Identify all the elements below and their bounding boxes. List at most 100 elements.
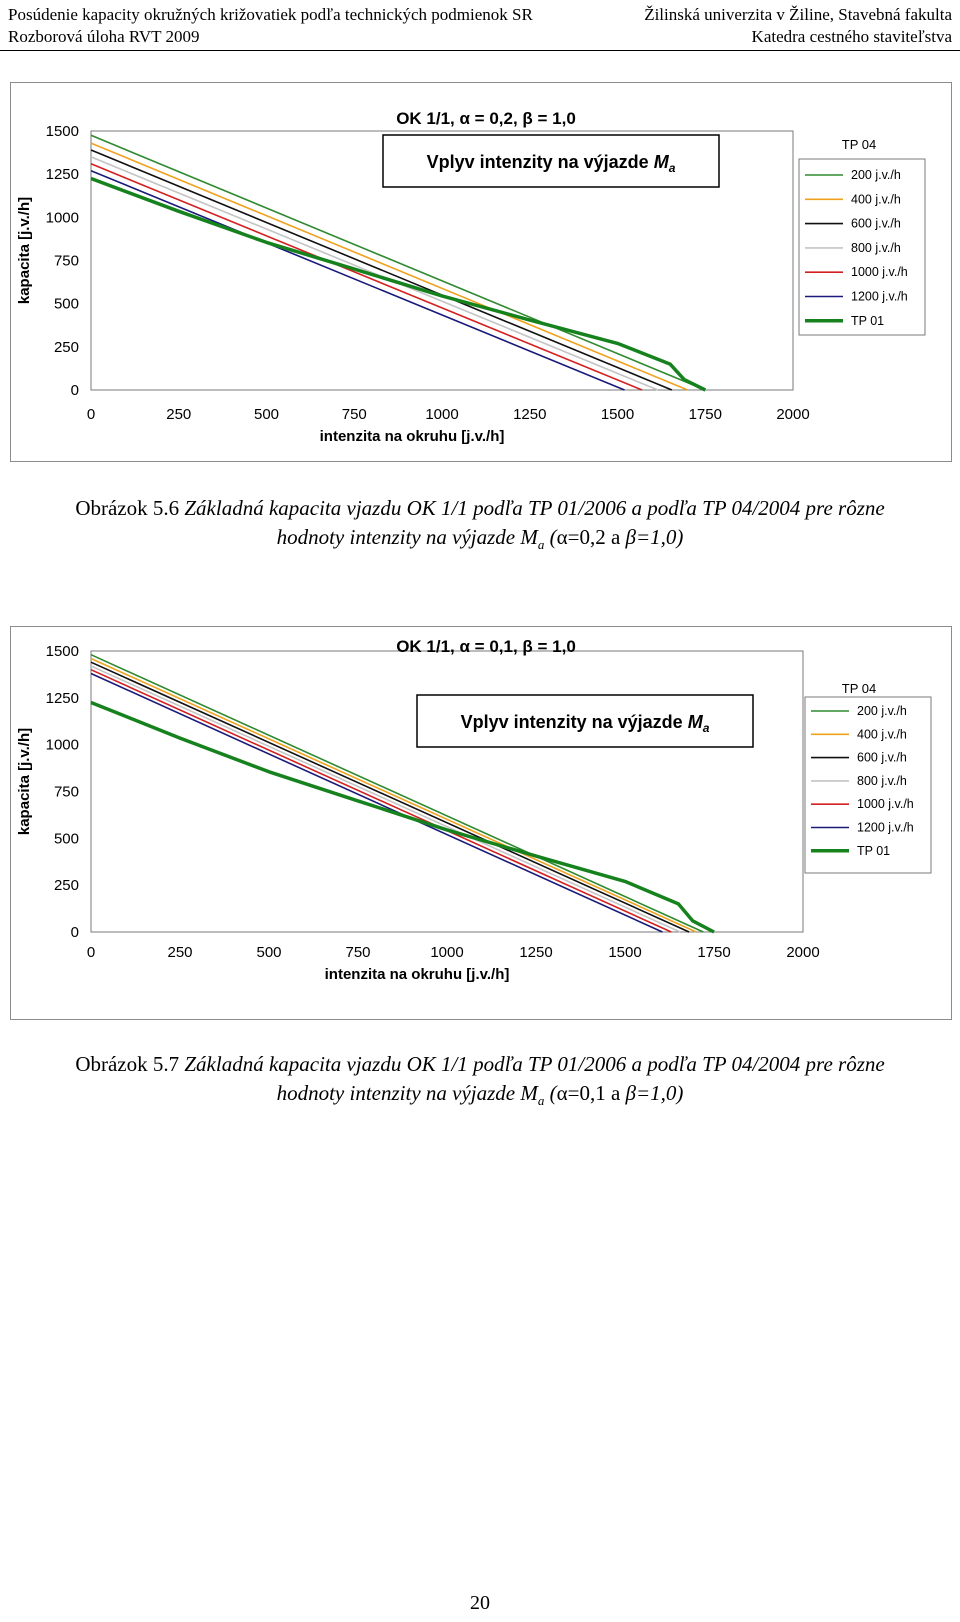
legend-entry: 600 j.v./h <box>857 751 907 765</box>
header-department: Katedra cestného staviteľstva <box>751 27 952 46</box>
y-tick-label: 250 <box>54 339 79 356</box>
x-tick-label: 1250 <box>519 944 552 961</box>
series-line <box>90 169 625 391</box>
caption-2-tail: β=1,0) <box>625 1081 684 1105</box>
legend-entry: 200 j.v./h <box>857 704 907 718</box>
caption-2-sub: a <box>537 1093 545 1109</box>
caption-1-params: α=0,2 a <box>556 525 626 549</box>
caption-1-open: ( <box>544 525 557 549</box>
chart-1-svg: 0 250 500 750 1000 1250 1500 0 250 500 750 1000 1250… <box>16 109 926 445</box>
caption-2-label: Obrázok 5.7 <box>75 1052 180 1076</box>
legend-entry: 1000 j.v./h <box>851 265 908 279</box>
figure-chart-1: 0 250 500 750 1000 1250 1500 0 250 500 750 1000 1250… <box>10 82 952 462</box>
header-task-name: Rozborová úloha RVT 2009 <box>8 27 200 46</box>
page-header-left: Posúdenie kapacity okružných križovatiek… <box>8 4 533 48</box>
legend-entry: 1200 j.v./h <box>851 290 908 304</box>
y-tick-label: 750 <box>54 253 79 270</box>
series-line <box>90 672 663 933</box>
x-tick-label: 750 <box>342 406 367 423</box>
legend-title: TP 04 <box>842 681 876 696</box>
legend-entry: 1200 j.v./h <box>857 821 914 835</box>
y-tick-label: 0 <box>71 382 79 399</box>
series-line <box>90 163 643 391</box>
x-tick-label: 250 <box>166 406 191 423</box>
y-tick-label: 1000 <box>46 737 79 754</box>
header-university: Žilinská univerzita v Žiline, Stavebná f… <box>644 5 952 24</box>
x-axis-label: intenzita na okruhu [j.v./h] <box>325 966 510 983</box>
chart-subtitle: Vplyv intenzity na výjazde Ma <box>461 712 710 735</box>
x-tick-label: 1750 <box>697 944 730 961</box>
series-line <box>90 657 697 933</box>
caption-1-label: Obrázok 5.6 <box>75 496 180 520</box>
x-tick-label: 1500 <box>608 944 641 961</box>
legend-entry: 400 j.v./h <box>857 727 907 741</box>
y-tick-label: 1500 <box>46 643 79 660</box>
chart-subtitle: Vplyv intenzity na výjazde Ma <box>427 152 676 175</box>
legend-entry: 600 j.v./h <box>851 217 901 231</box>
x-axis-label: intenzita na okruhu [j.v./h] <box>320 428 505 445</box>
caption-2-open: ( <box>544 1081 557 1105</box>
chart-title: OK 1/1, α = 0,2, β = 1,0 <box>396 109 576 128</box>
caption-2-params: α=0,1 a <box>556 1081 626 1105</box>
caption-1-text: Základná kapacita vjazdu OK 1/1 podľa TP… <box>179 496 885 520</box>
y-tick-label: 1000 <box>46 209 79 226</box>
header-document-title: Posúdenie kapacity okružných križovatiek… <box>8 5 533 24</box>
legend-entry: 1000 j.v./h <box>857 797 914 811</box>
y-tick-label: 500 <box>54 830 79 847</box>
series-line <box>90 665 681 933</box>
y-axis-label: kapacita [j.v./h] <box>16 728 33 835</box>
y-tick-label: 1250 <box>46 690 79 707</box>
chart-2-svg: 0 250 500 750 1000 1250 1500 0 250 500 750 1000 1250… <box>16 637 932 983</box>
x-tick-label: 250 <box>167 944 192 961</box>
x-tick-label: 0 <box>87 944 95 961</box>
y-tick-label: 750 <box>54 784 79 801</box>
chart-title: OK 1/1, α = 0,1, β = 1,0 <box>396 637 576 656</box>
legend-box <box>804 696 932 874</box>
x-tick-label: 2000 <box>776 406 809 423</box>
series-line <box>90 176 707 392</box>
legend-entry: 800 j.v./h <box>857 774 907 788</box>
legend-entry: TP 01 <box>851 314 884 328</box>
series-line <box>90 134 706 391</box>
legend-entry: 800 j.v./h <box>851 241 901 255</box>
legend-entry: TP 01 <box>857 844 890 858</box>
header-divider <box>0 50 960 51</box>
page-header-right: Žilinská univerzita v Žiline, Stavebná f… <box>644 4 952 48</box>
caption-1-sub: a <box>537 537 545 553</box>
caption-1-tail: β=1,0) <box>625 525 684 549</box>
y-tick-label: 0 <box>71 924 79 941</box>
x-tick-label: 1500 <box>601 406 634 423</box>
y-axis-label: kapacita [j.v./h] <box>16 197 33 304</box>
caption-2-line2: hodnoty intenzity na výjazde M <box>276 1081 538 1105</box>
page-number: 20 <box>470 1592 490 1614</box>
x-tick-label: 0 <box>87 406 95 423</box>
y-tick-label: 1500 <box>46 123 79 140</box>
legend-entry: 400 j.v./h <box>851 192 901 206</box>
y-tick-label: 250 <box>54 877 79 894</box>
x-tick-label: 500 <box>254 406 279 423</box>
legend-title: TP 04 <box>842 137 876 152</box>
x-tick-label: 1000 <box>425 406 458 423</box>
caption-figure-2: Obrázok 5.7 Základná kapacita vjazdu OK … <box>0 1050 960 1115</box>
x-tick-label: 500 <box>256 944 281 961</box>
series-line <box>90 661 690 933</box>
x-tick-label: 1250 <box>513 406 546 423</box>
subtitle-box <box>382 134 720 188</box>
subtitle-box <box>416 694 754 748</box>
y-tick-label: 1250 <box>46 166 79 183</box>
series-line <box>90 653 704 933</box>
series-line <box>90 149 673 391</box>
series-line <box>90 700 715 934</box>
caption-2-text: Základná kapacita vjazdu OK 1/1 podľa TP… <box>179 1052 885 1076</box>
y-tick-label: 500 <box>54 296 79 313</box>
legend-entry: 200 j.v./h <box>851 168 901 182</box>
caption-figure-1: Obrázok 5.6 Základná kapacita vjazdu OK … <box>0 494 960 559</box>
x-tick-label: 2000 <box>786 944 819 961</box>
plot-area <box>90 650 804 933</box>
series-line <box>90 668 672 933</box>
x-tick-label: 750 <box>345 944 370 961</box>
legend-box <box>798 158 926 336</box>
series-line <box>90 142 689 391</box>
x-tick-label: 1750 <box>689 406 722 423</box>
x-tick-label: 1000 <box>430 944 463 961</box>
